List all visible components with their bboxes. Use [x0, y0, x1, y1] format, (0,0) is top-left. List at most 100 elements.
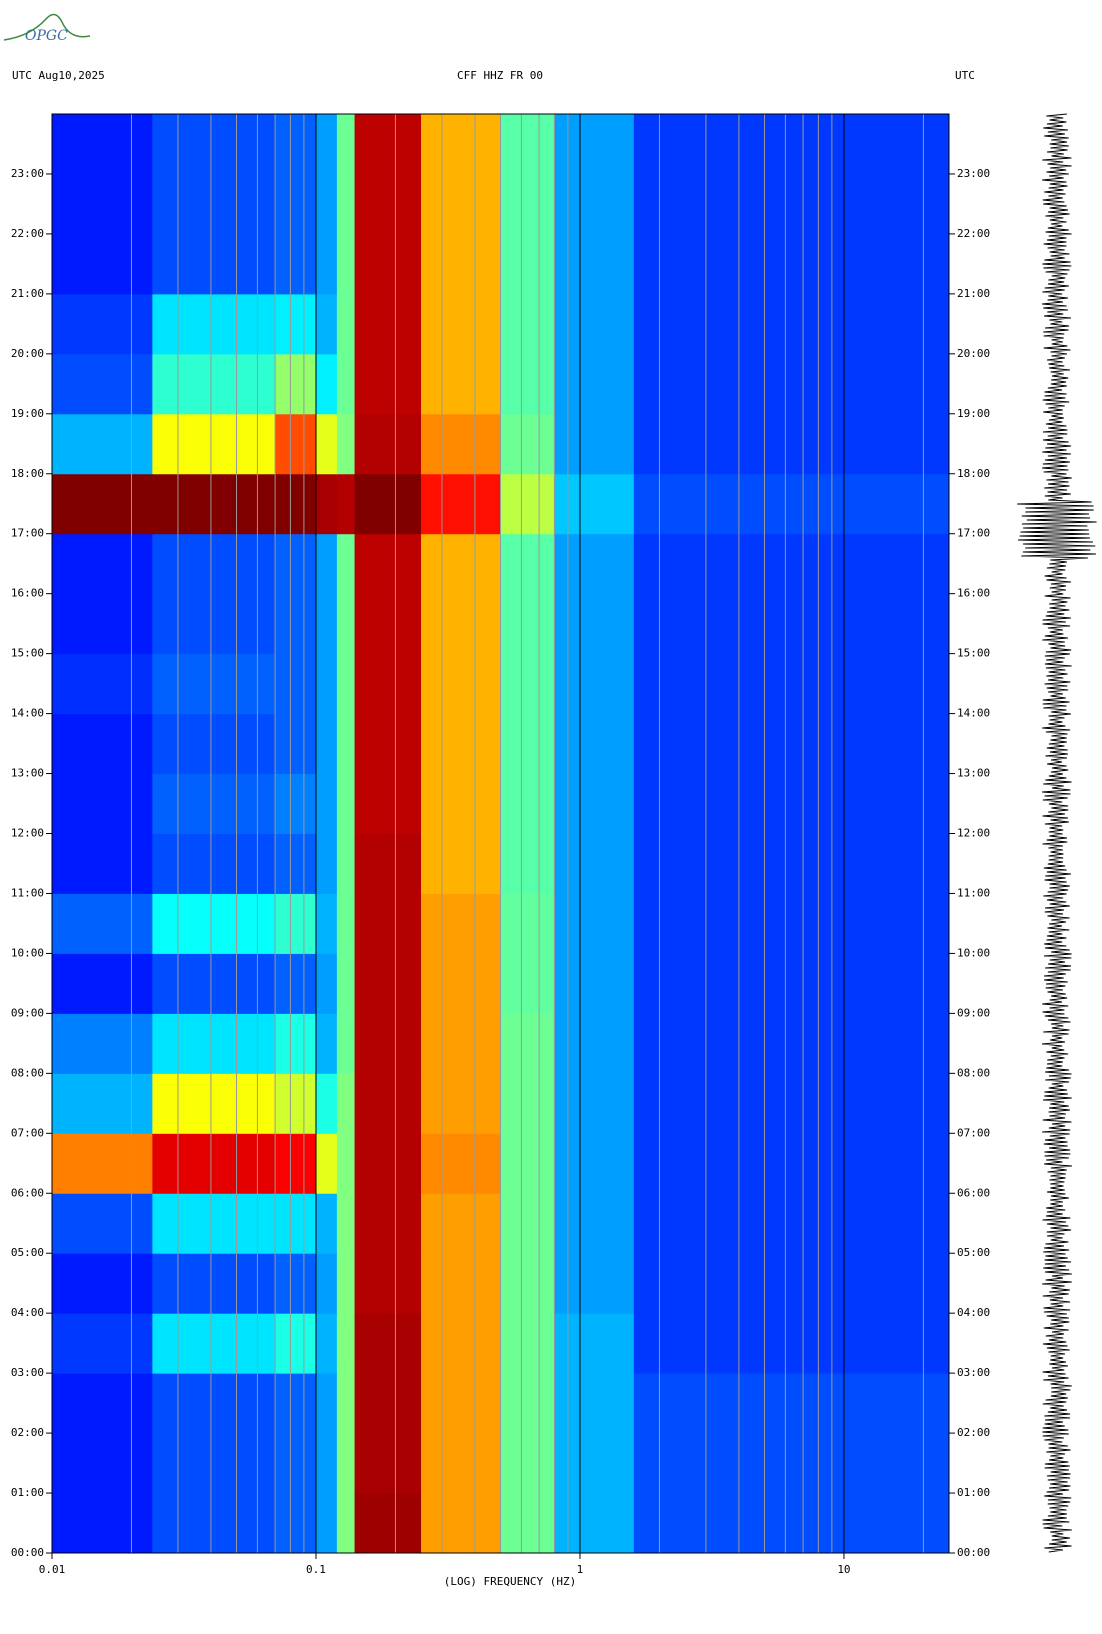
cell [354, 173, 422, 235]
cell [275, 593, 317, 655]
y-tick-label-left: 15:00 [11, 647, 44, 660]
y-tick-label-right: 21:00 [957, 287, 990, 300]
cell [52, 1013, 153, 1074]
cell [500, 593, 555, 655]
cell [421, 773, 501, 834]
y-tick-label-right: 08:00 [957, 1066, 990, 1079]
cell [354, 1133, 422, 1194]
y-tick-label-left: 23:00 [11, 167, 44, 180]
cell [633, 1073, 950, 1134]
cell [354, 353, 422, 415]
cell [315, 1013, 338, 1074]
cell [500, 1253, 555, 1314]
cell [152, 413, 276, 475]
cell [336, 533, 356, 595]
cell [554, 1253, 635, 1314]
y-tick-label-left: 17:00 [11, 527, 44, 540]
y-tick-label-right: 22:00 [957, 227, 990, 240]
cell [315, 173, 338, 235]
cell [52, 773, 153, 834]
cell [152, 833, 276, 894]
plot [51, 113, 950, 1554]
cell [336, 773, 356, 834]
cell [315, 893, 338, 954]
cell [354, 413, 422, 475]
y-tick-label-left: 03:00 [11, 1366, 44, 1379]
y-tick-label-right: 05:00 [957, 1246, 990, 1259]
cell [52, 713, 153, 775]
y-tick-label-right: 04:00 [957, 1306, 990, 1319]
cell [315, 953, 338, 1014]
cell [421, 953, 501, 1014]
cell [633, 114, 950, 175]
y-tick-label-left: 22:00 [11, 227, 44, 240]
y-tick-label-left: 21:00 [11, 287, 44, 300]
cell [52, 1253, 153, 1314]
cell [354, 114, 422, 175]
cell [152, 1013, 276, 1074]
cell [336, 1253, 356, 1314]
cell [52, 1133, 153, 1194]
cell [336, 293, 356, 355]
y-tick-label-left: 18:00 [11, 467, 44, 480]
x-axis-label: (LOG) FREQUENCY (HZ) [444, 1575, 576, 1588]
cell [315, 1433, 338, 1494]
cell [633, 593, 950, 655]
cell [354, 1013, 422, 1074]
cell [633, 653, 950, 715]
cell [52, 533, 153, 595]
x-tick-label: 0.1 [306, 1563, 326, 1576]
trace [1017, 113, 1097, 1553]
cell [315, 114, 338, 175]
y-tick-label-left: 07:00 [11, 1126, 44, 1139]
cell [633, 1373, 950, 1434]
cell [336, 893, 356, 954]
y-tick-label-left: 20:00 [11, 347, 44, 360]
cell [554, 833, 635, 894]
cell [315, 1073, 338, 1134]
cell [354, 653, 422, 715]
cell [152, 353, 276, 415]
cell [52, 293, 153, 355]
cell [52, 593, 153, 655]
cell [500, 1013, 555, 1074]
logo: OPGC [25, 28, 68, 44]
cell [275, 1493, 317, 1554]
cell [633, 233, 950, 295]
cell [421, 1013, 501, 1074]
cell [500, 413, 555, 475]
cell [52, 1193, 153, 1254]
cell [633, 1133, 950, 1194]
cell [52, 653, 153, 715]
cell [421, 1193, 501, 1254]
y-tick-label-left: 16:00 [11, 587, 44, 600]
y-tick-label-right: 11:00 [957, 886, 990, 899]
cell [315, 833, 338, 894]
cell [421, 1433, 501, 1494]
y-tick-label-right: 03:00 [957, 1366, 990, 1379]
cell [336, 114, 356, 175]
cell [421, 653, 501, 715]
cell [554, 773, 635, 834]
cell [52, 473, 153, 535]
cell [152, 1253, 276, 1314]
y-tick-label-right: 01:00 [957, 1486, 990, 1499]
cell [633, 1433, 950, 1494]
cell [336, 1313, 356, 1374]
cell [500, 953, 555, 1014]
y-tick-label-right: 07:00 [957, 1126, 990, 1139]
cell [633, 413, 950, 475]
cell [421, 293, 501, 355]
cell [275, 1013, 317, 1074]
y-tick-label-right: 13:00 [957, 767, 990, 780]
cell [500, 1433, 555, 1494]
cell [633, 173, 950, 235]
cell [354, 953, 422, 1014]
cell [354, 533, 422, 595]
cell [500, 1373, 555, 1434]
y-tick-label-left: 02:00 [11, 1426, 44, 1439]
y-tick-label-left: 14:00 [11, 707, 44, 720]
cell [554, 1193, 635, 1254]
cell [152, 173, 276, 235]
cell [336, 1073, 356, 1134]
